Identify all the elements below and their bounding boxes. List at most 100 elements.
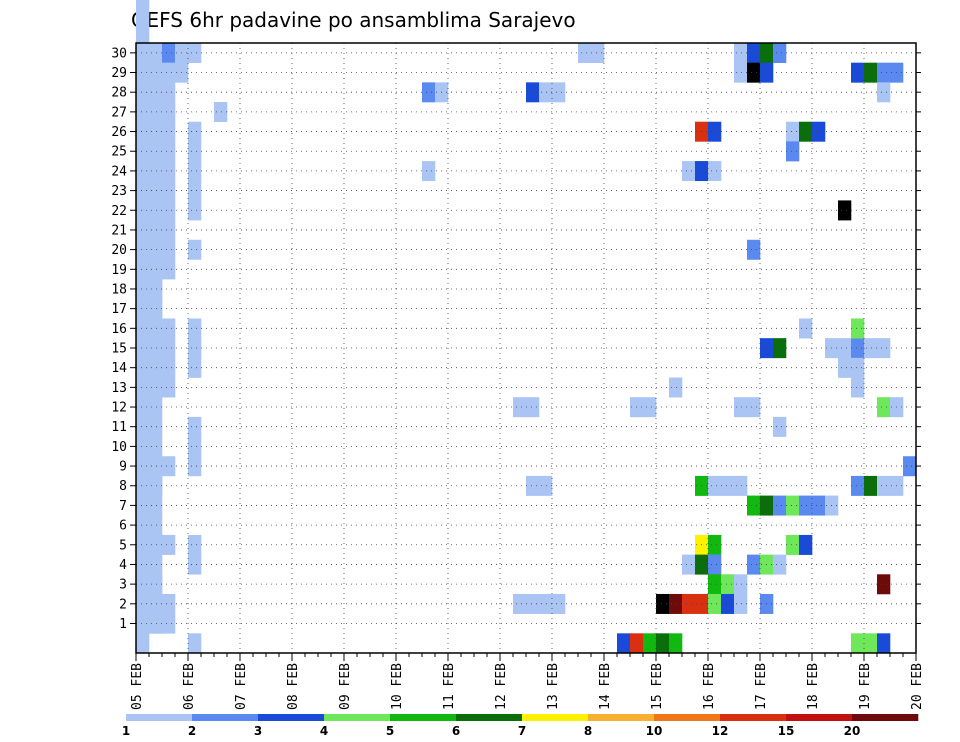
heatmap-cell: [864, 338, 878, 359]
heatmap-cell: [136, 633, 150, 654]
heatmap-cell: [578, 43, 592, 63]
colorbar-swatch: [720, 714, 787, 721]
heatmap-cell: [747, 554, 761, 575]
heatmap-cell: [136, 141, 150, 162]
colorbar-label: 12: [712, 724, 729, 738]
heatmap-cell: [734, 475, 748, 496]
heatmap-cell: [708, 475, 722, 496]
heatmap-cell: [903, 456, 917, 477]
x-tick-label: 20 FEB: [910, 663, 925, 710]
heatmap-cell: [786, 141, 800, 162]
y-tick-label: 4: [119, 558, 127, 573]
heatmap-cell: [669, 633, 683, 654]
heatmap-cell: [149, 121, 163, 142]
colorbar-swatch: [654, 714, 721, 721]
x-tick-label: 09 FEB: [338, 663, 353, 710]
heatmap-cell: [136, 613, 150, 634]
heatmap-cell: [162, 62, 176, 83]
heatmap-cell: [136, 495, 150, 516]
heatmap-cell: [513, 593, 527, 614]
heatmap-cell: [136, 161, 150, 182]
y-tick-label: 25: [111, 145, 127, 160]
heatmap-cell: [643, 397, 657, 418]
heatmap-cell: [721, 574, 735, 595]
colorbar: 1 2 3 4 5 6 7 8 10 12 15 20: [122, 714, 919, 738]
heatmap-cell: [708, 161, 722, 182]
heatmap-cell: [877, 633, 891, 654]
y-tick-label: 3: [119, 578, 127, 593]
heatmap-cell: [734, 62, 748, 83]
heatmap-cell: [136, 259, 150, 280]
heatmap-cell: [669, 377, 683, 398]
heatmap-cell: [162, 43, 176, 63]
heatmap-cell: [799, 121, 813, 142]
heatmap-cell: [188, 554, 202, 575]
heatmap-cell: [162, 377, 176, 398]
heatmap-cell: [526, 593, 540, 614]
heatmap-cell: [188, 180, 202, 201]
y-tick-label: 10: [111, 440, 127, 455]
heatmap-cell: [422, 82, 436, 103]
heatmap-cell: [136, 357, 150, 378]
heatmap-cell: [136, 475, 150, 496]
y-tick-label: 7: [119, 499, 127, 514]
heatmap-cell: [526, 397, 540, 418]
heatmap-cell: [799, 318, 813, 339]
heatmap-cell: [682, 161, 696, 182]
heatmap-cell: [539, 593, 553, 614]
heatmap-cell: [162, 121, 176, 142]
x-tick-label: 05 FEB: [130, 663, 145, 710]
heatmap-cell: [188, 141, 202, 162]
heatmap-cell: [149, 357, 163, 378]
heatmap-cell: [136, 0, 150, 4]
heatmap-cell: [162, 338, 176, 359]
heatmap-cell: [812, 121, 826, 142]
heatmap-cell: [877, 62, 891, 83]
x-tick-label: 08 FEB: [286, 663, 301, 710]
heatmap-cell: [149, 279, 163, 300]
y-tick-label: 18: [111, 282, 127, 297]
heatmap-cell: [149, 62, 163, 83]
heatmap-cell: [747, 495, 761, 516]
colorbar-label: 5: [386, 724, 394, 738]
heatmap-cell: [851, 357, 865, 378]
heatmap-cell: [136, 436, 150, 457]
heatmap-cell: [838, 357, 852, 378]
heatmap-cell: [149, 338, 163, 359]
heatmap-cell: [136, 377, 150, 398]
heatmap-cell: [149, 416, 163, 437]
heatmap-cell: [136, 200, 150, 221]
heatmap-cell: [136, 239, 150, 260]
heatmap-cell: [149, 239, 163, 260]
heatmap-cell: [851, 62, 865, 83]
heatmap-cell: [786, 495, 800, 516]
colorbar-swatch: [324, 714, 391, 721]
heatmap-cell: [149, 298, 163, 319]
heatmap-cell: [851, 475, 865, 496]
heatmap-cell: [526, 475, 540, 496]
heatmap-cell: [136, 23, 150, 44]
heatmap-cell: [136, 554, 150, 575]
heatmap-cell: [149, 377, 163, 398]
x-tick-label: 15 FEB: [650, 663, 665, 710]
heatmap-cell: [149, 593, 163, 614]
colorbar-swatch: [852, 714, 919, 721]
heatmap-cell: [721, 475, 735, 496]
heatmap-cell: [786, 121, 800, 142]
colorbar-swatch: [588, 714, 655, 721]
heatmap-cell: [669, 593, 683, 614]
x-tick-label: 18 FEB: [806, 663, 821, 710]
heatmap-cell: [838, 200, 852, 221]
colorbar-swatch: [522, 714, 589, 721]
y-tick-label: 8: [119, 479, 127, 494]
heatmap-cell: [773, 416, 787, 437]
heatmap-cell: [162, 318, 176, 339]
y-tick-label: 6: [119, 519, 127, 534]
heatmap-cell: [136, 220, 150, 241]
heatmap-cell: [773, 495, 787, 516]
y-tick-label: 1: [119, 617, 127, 632]
heatmap-cell: [188, 416, 202, 437]
heatmap-cell: [149, 82, 163, 103]
heatmap-cell: [630, 633, 644, 654]
colorbar-label: 8: [584, 724, 592, 738]
